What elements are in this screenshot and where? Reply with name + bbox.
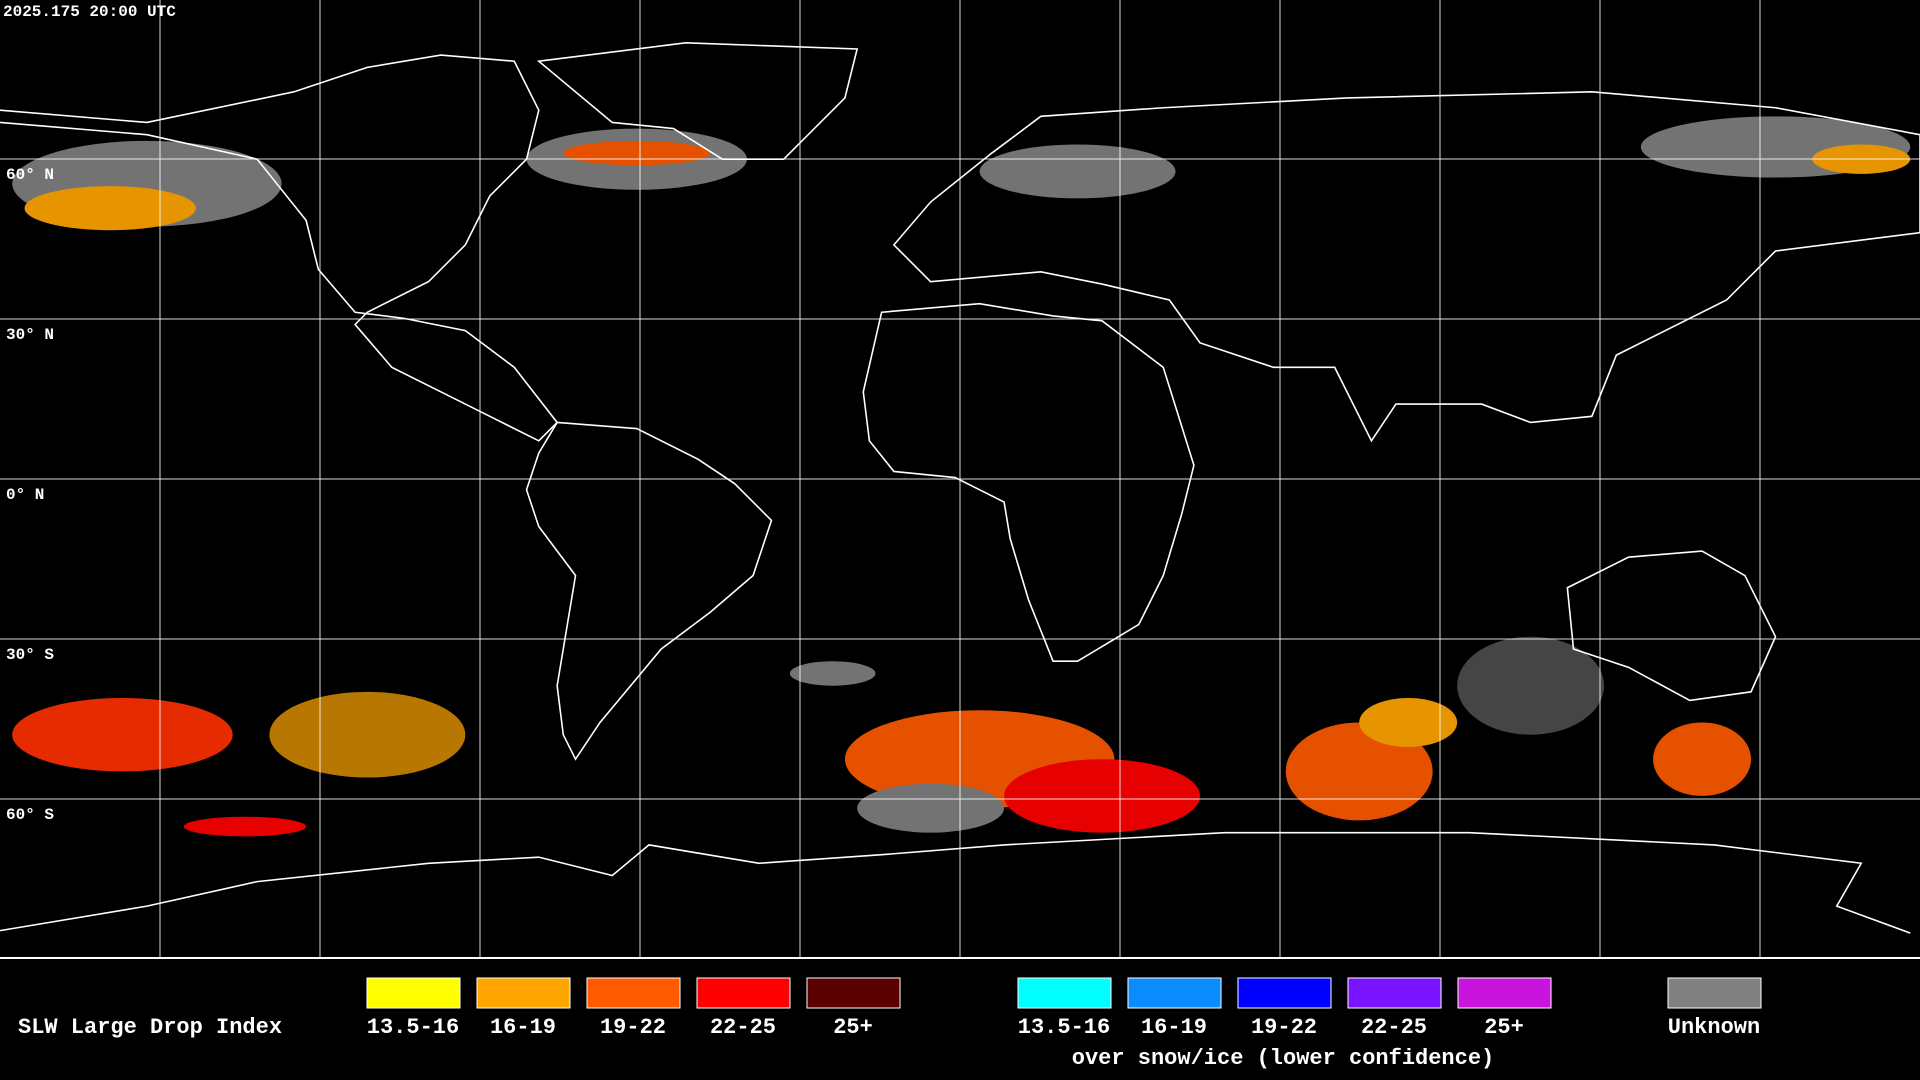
legend-label: 13.5-16 <box>1018 1015 1110 1040</box>
legend-title: SLW Large Drop Index <box>18 1015 282 1040</box>
legend-swatch <box>1127 977 1222 1009</box>
latitude-label: 30° N <box>6 326 54 344</box>
legend: 13.5-16 16-19 19-22 22-25 25+ 13.5-16 16-19 19-… <box>366 977 1762 1040</box>
latitude-label: 60° N <box>6 166 54 184</box>
legend-swatch <box>366 977 461 1009</box>
latitude-label: 30° S <box>6 646 54 664</box>
cloud-area <box>1457 636 1605 735</box>
legend-swatch <box>586 977 681 1009</box>
legend-label: Unknown <box>1668 1015 1760 1040</box>
timestamp: 2025.175 20:00 UTC <box>3 3 176 21</box>
graticule <box>0 0 1920 957</box>
coast-south-america <box>525 421 773 761</box>
cloud-area <box>857 783 1005 833</box>
cloud-area <box>1653 722 1752 796</box>
cloud-area <box>1285 722 1433 821</box>
legend-label: 16-19 <box>490 1015 556 1040</box>
coast-australia <box>1566 550 1777 702</box>
map-bottom-border <box>0 957 1920 959</box>
legend-label: 19-22 <box>600 1015 666 1040</box>
cloud-field <box>12 116 1911 837</box>
legend-swatch <box>1457 977 1552 1009</box>
legend-swatch <box>1667 977 1762 1009</box>
legend-label: 13.5-16 <box>367 1015 459 1040</box>
cloud-area <box>789 661 876 686</box>
latitude-label: 0° N <box>6 486 44 504</box>
cloud-area <box>563 140 711 166</box>
cloud-area <box>12 697 233 772</box>
cloud-area <box>269 691 466 778</box>
legend-swatch <box>476 977 571 1009</box>
legend-label: 22-25 <box>710 1015 776 1040</box>
legend-swatch <box>1017 977 1112 1009</box>
cloud-area <box>979 144 1176 199</box>
legend-swatch <box>1347 977 1442 1009</box>
latitude-label: 60° S <box>6 806 54 824</box>
legend-label: 19-22 <box>1251 1015 1317 1040</box>
coast-antarctica <box>0 831 1911 934</box>
legend-swatch <box>806 977 901 1009</box>
snow-ice-note: over snow/ice (lower confidence) <box>1072 1046 1494 1071</box>
legend-label: 25+ <box>1484 1015 1524 1040</box>
coast-north-america <box>0 54 559 442</box>
cloud-area <box>1359 697 1458 747</box>
cloud-area <box>1004 759 1201 833</box>
legend-swatch <box>696 977 791 1009</box>
legend-label: 25+ <box>833 1015 873 1040</box>
legend-label: 22-25 <box>1361 1015 1427 1040</box>
latitude-labels: 60° N 30° N 0° N 30° S 60° S <box>6 166 54 824</box>
map-layer <box>0 42 1920 934</box>
cloud-area <box>24 186 196 231</box>
coast-africa <box>862 302 1195 663</box>
coast-eurasia <box>892 91 1920 443</box>
legend-label: 16-19 <box>1141 1015 1207 1040</box>
cloud-area <box>183 816 307 837</box>
coastlines <box>0 42 1920 934</box>
legend-swatch <box>1237 977 1332 1009</box>
